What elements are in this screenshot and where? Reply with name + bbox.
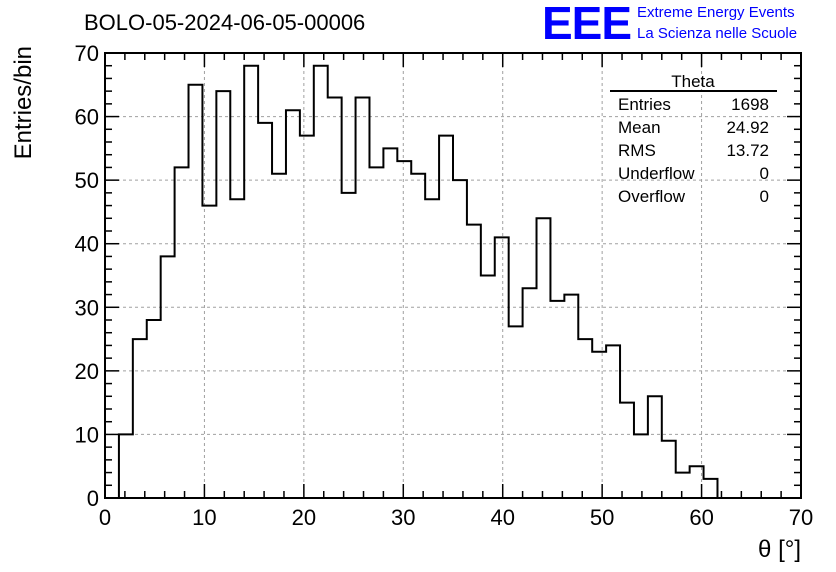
- stats-rows: Entries 1698 Mean 24.92 RMS 13.72 Underflow 0 Ov…: [618, 95, 769, 206]
- plot-frame: [104, 52, 802, 499]
- x-tick-label: 10: [192, 505, 216, 530]
- x-tick-label: 60: [689, 505, 713, 530]
- tick-labels: 0 10 20 30 40 50 60 70 0 10 20 30 40 50 60 70: [75, 41, 814, 530]
- y-tick-label: 20: [75, 359, 99, 384]
- stats-row-value: 13.72: [726, 141, 769, 160]
- eee-logo: EEE: [542, 0, 632, 49]
- grid: [105, 53, 801, 498]
- y-axis-title: Entries/bin: [10, 46, 37, 159]
- y-tick-label: 30: [75, 295, 99, 320]
- stats-row-label: Overflow: [618, 187, 686, 206]
- y-tick-label: 50: [75, 168, 99, 193]
- stats-row-value: 0: [760, 187, 769, 206]
- x-tick-label: 70: [789, 505, 813, 530]
- stats-row-label: Underflow: [618, 164, 695, 183]
- stats-row-label: Mean: [618, 118, 661, 137]
- stats-row-value: 1698: [731, 95, 769, 114]
- histogram-line: [105, 64, 801, 499]
- x-tick-label: 0: [99, 505, 111, 530]
- logo-text-line2: La Scienza nelle Scuole: [637, 25, 798, 42]
- stats-box: Theta Entries 1698 Mean 24.92 RMS 13.72 Underf…: [610, 72, 777, 206]
- y-tick-label: 10: [75, 422, 99, 447]
- stats-row-label: RMS: [618, 141, 656, 160]
- y-tick-label: 70: [75, 41, 99, 66]
- y-tick-label: 0: [87, 486, 99, 511]
- x-tick-label: 50: [590, 505, 614, 530]
- y-tick-label: 40: [75, 232, 99, 257]
- x-tick-label: 30: [391, 505, 415, 530]
- y-tick-label: 60: [75, 105, 99, 130]
- x-tick-label: 20: [292, 505, 316, 530]
- stats-row-value: 0: [760, 164, 769, 183]
- logo-text-line1: Extreme Energy Events: [637, 4, 795, 21]
- stats-row-label: Entries: [618, 95, 671, 114]
- stats-title: Theta: [671, 72, 715, 91]
- stats-row-value: 24.92: [726, 118, 769, 137]
- axis-ticks: [104, 52, 802, 499]
- x-axis-title: θ [°]: [758, 536, 801, 563]
- chart-title: BOLO-05-2024-06-05-00006: [84, 10, 366, 35]
- x-tick-label: 40: [490, 505, 514, 530]
